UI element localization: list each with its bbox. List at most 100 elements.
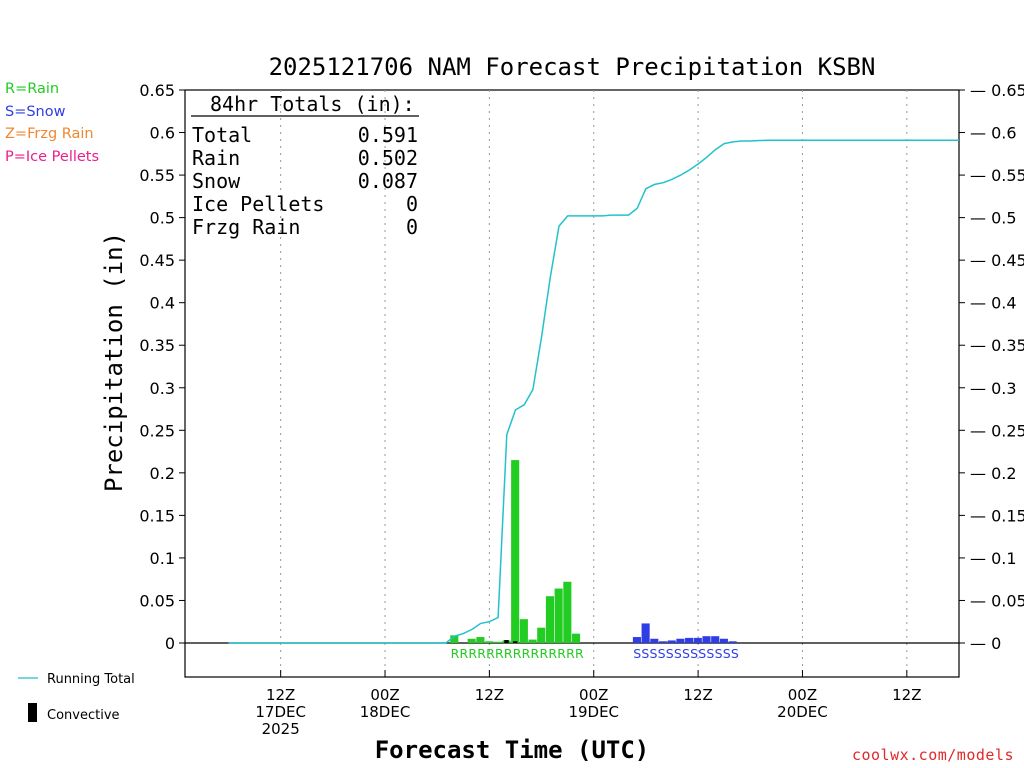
y-tick-label-left-9: 0.45 <box>139 251 175 270</box>
x-tick-label-3-0: 00Z <box>579 686 608 704</box>
rain-type-strip: RRRRRRRRRRRRRRR <box>451 646 584 661</box>
y-tick-label-right-0: — 0 <box>970 634 1001 653</box>
snow-type-strip: SSSSSSSSSSSSS <box>633 646 739 661</box>
totals-rows: Total 0.591 Rain 0.502 Snow 0.087 Ice Pellets 0… <box>192 123 418 239</box>
y-tick-label-left-12: 0.6 <box>150 124 175 143</box>
y-tick-label-left-11: 0.55 <box>139 166 175 185</box>
y-tick-label-left-4: 0.2 <box>150 464 175 483</box>
legend-rain: R=Rain <box>5 81 60 97</box>
legend-frzg-rain: Z=Frzg Rain <box>5 126 94 142</box>
totals-label-2: Snow <box>192 169 241 193</box>
running-total-legend-label: Running Total <box>47 672 135 687</box>
y-tick-label-left-7: 0.35 <box>139 336 175 355</box>
y-tick-label-right-4: — 0.2 <box>970 464 1017 483</box>
rain-bar-h40 <box>572 633 581 643</box>
x-tick-label-1-1: 18DEC <box>360 703 411 721</box>
x-tick-label-4-0: 12Z <box>683 686 712 704</box>
totals-value-1: 0.502 <box>358 146 418 170</box>
y-tick-label-left-1: 0.05 <box>139 591 175 610</box>
x-tick-label-3-1: 19DEC <box>568 703 619 721</box>
y-tick-label-left-3: 0.15 <box>139 506 175 525</box>
snow-bar-h55 <box>702 636 711 643</box>
y-tick-label-right-5: — 0.25 <box>970 421 1024 440</box>
y-tick-label-right-12: — 0.6 <box>970 124 1017 143</box>
snow-bar-h54 <box>693 637 702 643</box>
y-tick-label-right-10: — 0.5 <box>970 209 1017 228</box>
x-tick-label-0-1: 17DEC <box>255 703 306 721</box>
x-tick-label-0-2: 2025 <box>262 720 300 738</box>
snow-bar-h58 <box>728 641 737 643</box>
totals-label-1: Rain <box>192 146 240 170</box>
rain-bar-h33 <box>511 460 520 643</box>
rain-bar-h37 <box>545 596 555 643</box>
totals-value-0: 0.591 <box>358 123 418 147</box>
x-tick-label-0-0: 12Z <box>266 686 295 704</box>
rain-bar-h28 <box>467 638 476 643</box>
rain-bar-h26 <box>450 635 459 643</box>
legend-snow: S=Snow <box>5 104 66 120</box>
bar-series <box>450 460 737 643</box>
snow-bar-h57 <box>719 638 728 643</box>
x-axis-title: Forecast Time (UTC) <box>375 736 650 764</box>
y-tick-label-right-7: — 0.35 <box>970 336 1024 355</box>
plot-frame <box>184 89 960 678</box>
y-tick-label-right-8: — 0.4 <box>970 294 1017 313</box>
rain-bar-h34 <box>519 619 528 643</box>
y-tick-label-left-0: 0 <box>165 634 175 653</box>
x-tick-label-5-1: 20DEC <box>777 703 828 721</box>
left-y-axis: 0 0.05 0.1 0.15 0.2 0.25 0.3 0.35 0.4 0.45 0.5 0.55… <box>139 81 185 653</box>
snow-bar-h51 <box>667 640 676 643</box>
rain-bar-h36 <box>537 627 546 643</box>
totals-label-3: Ice Pellets <box>192 192 324 216</box>
rain-bar-h29 <box>476 637 485 643</box>
convective-swatch <box>28 703 37 722</box>
y-tick-label-right-3: — 0.15 <box>970 506 1024 525</box>
convective-bar-h33 <box>512 641 518 643</box>
y-tick-label-right-11: — 0.55 <box>970 166 1024 185</box>
totals-heading: 84hr Totals (in): <box>210 92 415 116</box>
rain-bar-h35 <box>528 639 537 643</box>
snow-bar-h47 <box>632 637 641 643</box>
snow-bar-h52 <box>676 638 685 643</box>
y-tick-label-right-1: — 0.05 <box>970 591 1024 610</box>
rain-bar-h38 <box>554 588 563 643</box>
x-tick-label-2-0: 12Z <box>475 686 504 704</box>
snow-bar-h56 <box>711 636 720 643</box>
y-tick-label-left-13: 0.65 <box>139 81 175 100</box>
y-tick-label-right-2: — 0.1 <box>970 549 1017 568</box>
chart-title: 2025121706 NAM Forecast Precipitation KS… <box>269 53 876 81</box>
x-tick-label-1-0: 00Z <box>370 686 399 704</box>
x-tick-label-6-0: 12Z <box>892 686 921 704</box>
totals-value-3: 0 <box>406 192 418 216</box>
totals-box: 84hr Totals (in): Total 0.591 Rain 0.502 Sno… <box>191 92 419 239</box>
y-tick-label-left-2: 0.1 <box>150 549 175 568</box>
totals-label-0: Total <box>192 123 252 147</box>
totals-label-4: Frzg Rain <box>192 215 300 239</box>
snow-bar-h53 <box>685 637 694 643</box>
rain-bar-h31 <box>493 641 502 643</box>
y-tick-label-left-6: 0.3 <box>150 379 175 398</box>
snow-bar-h50 <box>658 641 668 643</box>
convective-bar-h32 <box>504 640 509 643</box>
snow-bar-h48 <box>641 623 650 643</box>
legend-ice-pellets: P=Ice Pellets <box>5 149 100 165</box>
totals-value-4: 0 <box>406 215 418 239</box>
x-tick-label-5-0: 00Z <box>788 686 817 704</box>
y-tick-label-right-13: — 0.65 <box>970 81 1024 100</box>
right-y-axis: — 0 — 0.05 — 0.1 — 0.15 — 0.2 — 0.25 — 0.3 — 0.… <box>959 81 1024 653</box>
rain-bar-h30 <box>485 641 494 643</box>
running-total-line <box>228 139 959 644</box>
convective-legend-label: Convective <box>47 708 120 723</box>
y-axis-title: Precipitation (in) <box>100 232 128 492</box>
site-link[interactable]: coolwx.com/models <box>851 746 1014 764</box>
y-tick-label-left-10: 0.5 <box>150 209 175 228</box>
totals-value-2: 0.087 <box>358 169 418 193</box>
y-tick-label-left-5: 0.25 <box>139 421 175 440</box>
y-tick-label-right-6: — 0.3 <box>970 379 1017 398</box>
rain-bar-h39 <box>563 581 572 643</box>
y-tick-label-right-9: — 0.45 <box>970 251 1024 270</box>
snow-bar-h49 <box>650 638 659 643</box>
y-tick-label-left-8: 0.4 <box>150 294 175 313</box>
